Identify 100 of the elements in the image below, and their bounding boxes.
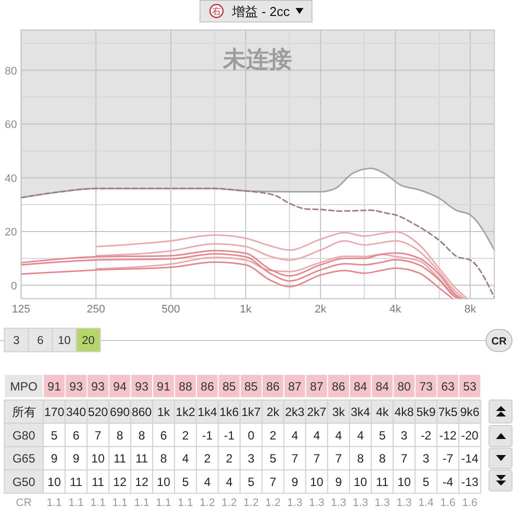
x-tick-label: 1k7 [241, 404, 262, 419]
data-label: 1.1 [178, 497, 194, 509]
data-label: 0 [248, 428, 255, 442]
y-tick-label: 0 [10, 280, 17, 292]
data-label: 63 [441, 379, 455, 394]
text: CR [491, 336, 507, 348]
data-label: 9 [50, 452, 58, 466]
data-label: 1.3 [374, 497, 390, 509]
text: 10 [58, 335, 71, 347]
data-label: 11 [70, 474, 83, 489]
data-label: 3 [400, 428, 408, 442]
data-label: 94 [113, 379, 127, 394]
data-label: 3 [248, 452, 255, 466]
data-label: 1.1 [90, 497, 106, 509]
data-label: 1.2 [222, 497, 237, 509]
x-tick-label: 4k [390, 304, 402, 316]
data-label: 1.1 [68, 497, 84, 509]
data-label: 85 [244, 379, 258, 394]
data-label: 1.1 [156, 497, 172, 509]
data-label: 7 [94, 428, 102, 442]
data-label: 1.4 [418, 497, 434, 509]
data-label: 2 [204, 452, 211, 466]
data-label: 11 [92, 474, 105, 489]
data-label: 8 [138, 428, 146, 442]
x-tick-label: 2k7 [306, 404, 327, 419]
x-tick-label: 1k [157, 404, 171, 419]
data-label: -1 [202, 428, 213, 442]
data-label: 9 [291, 474, 298, 489]
x-tick-label: 860 [132, 404, 152, 419]
data-label: -20 [461, 428, 479, 442]
data-label: 4 [335, 428, 342, 442]
x-tick-label: 5k9 [416, 404, 436, 419]
data-label: 2 [226, 452, 233, 466]
data-label: 87 [288, 379, 302, 394]
x-tick-label: 170 [44, 404, 65, 419]
x-tick-label: 2k3 [285, 404, 305, 419]
data-label: 2 [182, 428, 190, 442]
data-label: 93 [69, 379, 84, 394]
data-label: -14 [461, 452, 479, 466]
data-label: 9 [335, 474, 342, 489]
data-label: 12 [135, 474, 149, 489]
data-label: 88 [178, 379, 192, 394]
data-label: 53 [463, 379, 477, 394]
data-label: 4 [357, 428, 364, 442]
data-label: -12 [439, 428, 457, 442]
chart-title: 增益 - 2cc [231, 4, 290, 19]
data-label: 1.2 [265, 497, 281, 509]
data-label: 86 [266, 379, 280, 394]
data-label: 7 [313, 452, 320, 466]
data-label: 5 [248, 474, 255, 489]
x-tick-label: 3k4 [350, 404, 370, 419]
data-label: 7 [291, 452, 298, 466]
data-label: 7 [400, 452, 408, 466]
data-label: 1.6 [462, 497, 478, 509]
data-label: 5 [378, 428, 386, 442]
y-tick-label: CR [16, 497, 32, 509]
data-label: 1.3 [309, 497, 324, 509]
data-label: 91 [156, 379, 171, 394]
data-label: 10 [310, 474, 324, 489]
data-label: -7 [442, 452, 454, 466]
data-label: 1.3 [287, 497, 302, 509]
x-tick-label: 4k8 [394, 404, 414, 419]
data-label: 12 [113, 474, 127, 489]
data-label: 93 [91, 379, 105, 394]
text: 3 [13, 335, 20, 347]
data-label: 10 [354, 474, 368, 489]
data-label: 11 [114, 452, 126, 466]
data-label: 5 [50, 428, 58, 442]
y-tick-label: 40 [4, 172, 17, 185]
y-tick-label: MPO [10, 379, 38, 394]
text: 右 [212, 6, 221, 16]
data-label: 86 [332, 379, 346, 394]
data-label: 4 [313, 428, 320, 442]
x-tick-label: 8k [464, 304, 477, 316]
data-label: 8 [160, 452, 168, 466]
y-tick-label: G65 [12, 452, 36, 466]
data-label: 91 [48, 379, 62, 394]
data-label: 5 [270, 452, 277, 466]
y-tick-label: 20 [4, 226, 17, 239]
x-tick-label: 9k6 [460, 404, 480, 419]
data-label: 9 [72, 452, 80, 466]
data-label: 6 [72, 428, 80, 442]
data-label: 8 [378, 452, 386, 466]
data-label: 4 [182, 452, 190, 466]
data-label: 6 [160, 428, 168, 442]
data-label: 73 [419, 379, 434, 394]
text: 6 [37, 335, 44, 347]
data-label: 86 [200, 379, 214, 394]
data-label: 1.1 [134, 497, 150, 509]
data-label: -4 [442, 474, 454, 489]
data-label: 10 [156, 474, 171, 489]
x-tick-label: 520 [88, 404, 108, 419]
data-label: 1.3 [330, 497, 346, 509]
x-tick-label: 2k [314, 304, 327, 316]
x-tick-label: 690 [110, 404, 130, 419]
data-label: 1.3 [352, 497, 368, 509]
data-label: 87 [310, 379, 324, 394]
data-label: 7 [335, 452, 342, 466]
data-label: 3 [422, 452, 430, 466]
y-tick-label: G80 [12, 428, 36, 442]
